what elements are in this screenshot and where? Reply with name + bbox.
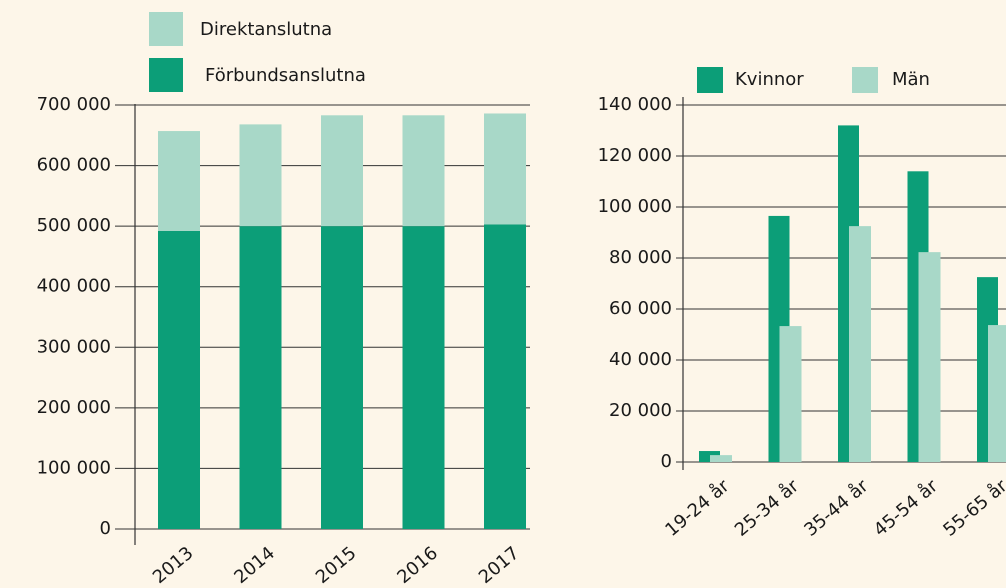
legend-label: Direktanslutna [200,19,332,40]
x-tick-label: 45-54 år [870,475,943,541]
bar-segment [239,124,282,227]
bar-segment [239,226,282,529]
bar-segment [484,224,526,529]
bar-segment [158,230,200,529]
y-tick-label: 80 000 [609,247,672,268]
x-tick-label: 25-34 år [731,475,804,541]
x-tick-label: 2014 [230,543,279,588]
x-tick-label: 2017 [475,543,524,588]
y-tick-label: 0 [661,451,672,472]
y-tick-label: 100 000 [598,196,672,217]
legend-swatch [852,67,878,93]
legend-swatch [149,58,183,92]
bar-segment [321,226,363,529]
bar-segment [321,115,363,227]
x-tick-label: 55-65 år [939,475,1006,541]
y-tick-label: 300 000 [37,336,111,357]
bar-segment [402,115,445,227]
bar-segment [484,113,526,225]
bar [918,252,941,462]
y-tick-label: 60 000 [609,298,672,319]
y-tick-label: 200 000 [37,397,111,418]
bar-segment [158,131,200,231]
legend-label: Män [892,69,930,90]
y-tick-label: 100 000 [37,457,111,478]
x-tick-label: 19-24 år [661,475,734,541]
bar-segment [402,226,445,529]
y-tick-label: 40 000 [609,349,672,370]
legend-swatch [149,12,183,46]
x-tick-label: 35-44 år [800,475,873,541]
y-tick-label: 140 000 [598,94,672,115]
bar [849,226,871,462]
legend-label: Kvinnor [735,69,804,90]
y-tick-label: 120 000 [598,145,672,166]
legend-swatch [697,67,723,93]
y-tick-label: 500 000 [37,215,111,236]
x-tick-label: 2013 [149,543,198,588]
bar [710,455,732,462]
y-tick-label: 400 000 [37,276,111,297]
x-tick-label: 2016 [393,543,442,588]
bar [779,326,802,462]
y-tick-label: 700 000 [37,94,111,115]
y-tick-label: 600 000 [37,155,111,176]
bar [699,451,720,462]
legend-label: Förbundsanslutna [205,65,366,86]
y-tick-label: 0 [100,518,111,539]
x-tick-label: 2015 [312,543,361,588]
bar [988,325,1006,462]
y-tick-label: 20 000 [609,400,672,421]
